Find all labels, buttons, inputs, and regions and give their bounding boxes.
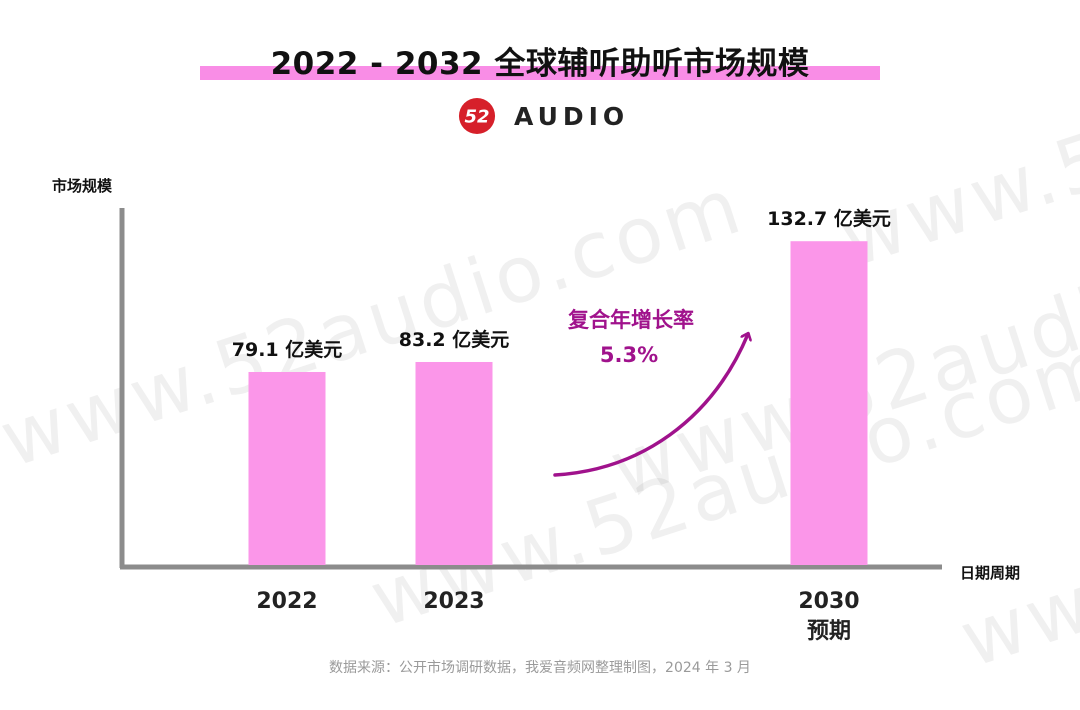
brand-logo: 52 AUDIO [458,96,629,136]
logo-52-icon: 52 [458,97,496,135]
bar-2023 [415,361,493,565]
data-source-note: 数据来源：公开市场调研数据，我爱音频网整理制图，2024 年 3 月 [329,660,751,676]
bar-2022 [248,371,326,565]
cagr-value: 5.3% [600,343,658,367]
x-tick-sublabel-2030: 预期 [807,619,851,644]
logo-text: AUDIO [514,101,630,131]
x-tick-label-2023: 2023 [423,589,484,614]
cagr-label: 复合年增长率 [567,308,694,332]
x-axis-label: 日期周期 [960,564,1020,582]
data-label-2023: 83.2 亿美元 [399,328,510,351]
data-label-2030: 132.7 亿美元 [767,207,891,230]
growth-arrow [553,334,748,477]
bar-2030 [790,241,868,565]
x-tick-label-2022: 2022 [256,589,317,614]
bars-group: 79.1 亿美元 2022 83.2 亿美元 2023 132.7 亿美元 2030 预期 [232,207,891,644]
x-tick-label-2030: 2030 [798,589,859,614]
y-axis-label: 市场规模 [52,177,113,195]
title-block: 2022 - 2032 全球辅听助听市场规模 [0,38,1080,88]
title-highlight-bar [200,66,880,80]
data-label-2022: 79.1 亿美元 [232,338,343,361]
page-title: 2022 - 2032 全球辅听助听市场规模 [270,46,810,82]
logo-mark-text: 52 [464,107,489,128]
